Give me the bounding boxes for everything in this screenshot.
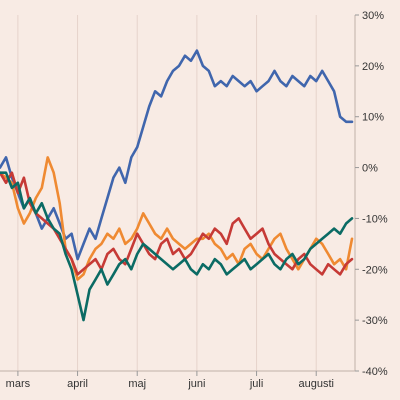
series-line-1 bbox=[0, 49, 354, 261]
y-tick-label: 20% bbox=[362, 61, 384, 73]
series-line-2 bbox=[0, 156, 354, 281]
x-tick-label: maj bbox=[128, 378, 146, 390]
series-line-3 bbox=[0, 171, 354, 276]
y-tick-label: -40% bbox=[362, 366, 388, 378]
x-tick-label: juni bbox=[187, 378, 205, 390]
chart-series bbox=[0, 49, 354, 322]
y-tick-label: -20% bbox=[362, 264, 388, 276]
x-tick-label: augusti bbox=[298, 378, 333, 390]
y-tick-label: 10% bbox=[362, 112, 384, 124]
vertical-gridlines bbox=[17, 15, 317, 371]
y-tick-label: 30% bbox=[362, 10, 384, 22]
y-tick-label: -10% bbox=[362, 213, 388, 225]
x-tick-label: mars bbox=[6, 378, 31, 390]
x-axis: mars april maj juni juli augusti bbox=[0, 370, 355, 390]
y-tick-label: -30% bbox=[362, 315, 388, 327]
series-line-4 bbox=[0, 171, 354, 322]
y-axis: 30% 20% 10% 0% -10% -20% -30% -40% bbox=[354, 10, 388, 378]
y-tick-label: 0% bbox=[362, 163, 378, 175]
x-tick-label: juli bbox=[249, 378, 263, 390]
x-tick-label: april bbox=[67, 378, 88, 390]
